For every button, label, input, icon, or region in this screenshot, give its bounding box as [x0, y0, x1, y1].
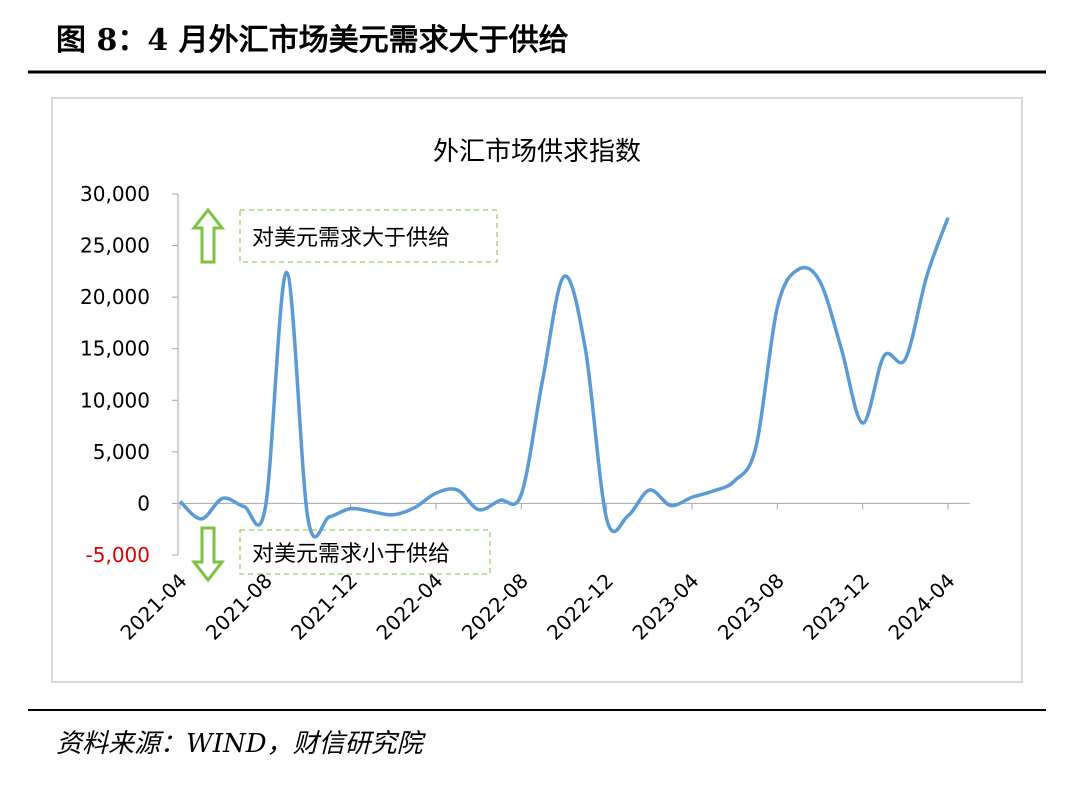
source: 资料来源：WIND，财信研究院	[56, 729, 427, 759]
chart-title: 外汇市场供求指数	[433, 137, 641, 167]
y-tick-label: 10,000	[80, 388, 150, 412]
down-arrow	[190, 526, 226, 583]
y-tick-label: 0	[137, 491, 150, 515]
annotation: 对美元需求小于供给	[252, 542, 450, 567]
annotation: 对美元需求大于供给	[252, 226, 450, 251]
chart-frame	[51, 97, 1023, 683]
up-arrow	[190, 207, 226, 264]
y-tick-label: 20,000	[80, 285, 150, 309]
annotation-box	[239, 209, 498, 263]
y-tick-label: 5,000	[93, 440, 150, 464]
annotation-box	[239, 529, 491, 575]
data-line	[178, 217, 950, 539]
y-tick-label: 25,000	[80, 234, 150, 258]
y-tick-label: -5,000	[86, 543, 150, 567]
y-tick-label: 15,000	[80, 337, 150, 361]
y-tick-label: 30,000	[80, 182, 150, 206]
page-title: 图 8：4 月外汇市场美元需求大于供给	[56, 23, 569, 58]
